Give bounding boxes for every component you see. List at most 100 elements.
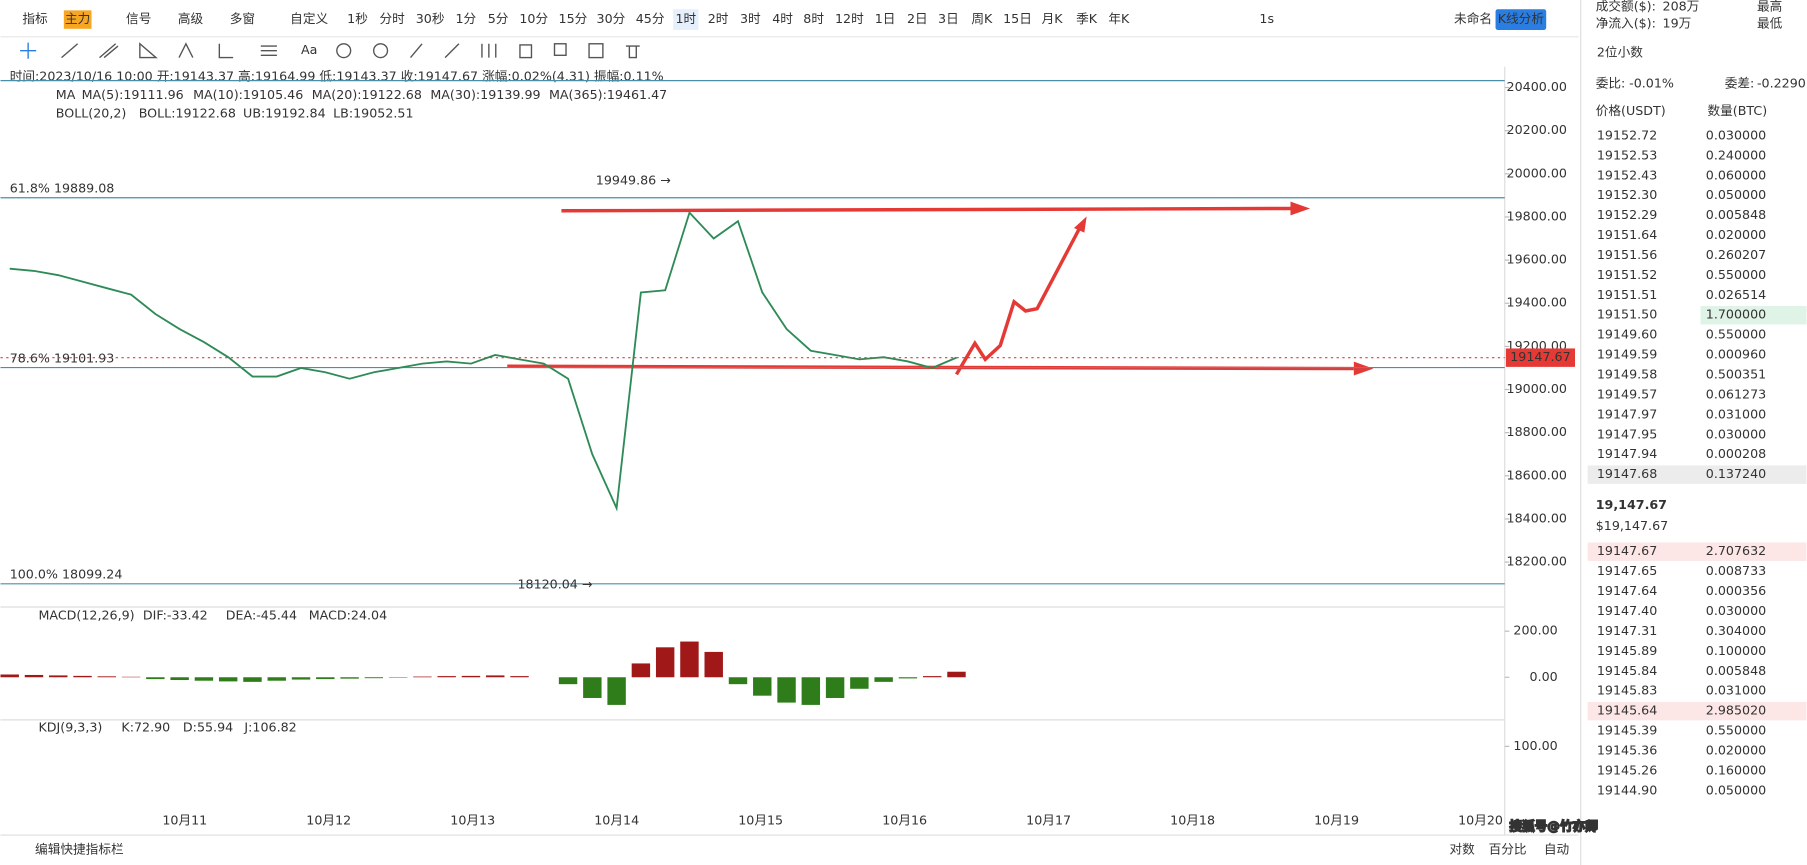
order-qty: 0.005848: [1706, 663, 1766, 678]
row-highlight: [1587, 542, 1807, 561]
fib-ratio: 100.0%: [10, 566, 58, 581]
interval-button[interactable]: 3日: [938, 11, 959, 26]
interval-button[interactable]: 1秒: [347, 11, 368, 26]
order-price: 19144.90: [1597, 782, 1657, 797]
macd-bar: [146, 677, 165, 680]
kdj-legend: KDJ(9,3,3): [39, 719, 103, 734]
order-qty: 0.030000: [1706, 426, 1766, 441]
interval-button[interactable]: 10分: [519, 11, 548, 26]
ma-legend: MA(30):19139.99: [430, 87, 540, 102]
macd-bar: [898, 677, 918, 679]
x-tick-label: 10月20: [1458, 813, 1503, 828]
macd-bar: [170, 677, 189, 681]
order-price: 19145.26: [1597, 762, 1657, 777]
price-annotation: 19949.86 →: [596, 173, 671, 188]
fib-price: 18099.24: [62, 566, 122, 581]
price-annotation: 18120.04 →: [517, 577, 592, 592]
order-price: 19151.51: [1597, 287, 1657, 302]
tag[interactable]: 主力: [65, 11, 90, 26]
interval-button[interactable]: 自定义: [290, 11, 328, 26]
text-tool[interactable]: Aa: [301, 42, 317, 57]
stat: 最低: [1757, 16, 1783, 31]
interval-button[interactable]: 45分: [636, 11, 665, 26]
interval-button[interactable]: 季K: [1076, 11, 1098, 26]
kdj-legend: J:106.82: [243, 719, 296, 734]
kdj-legend: K:72.90: [121, 719, 170, 734]
macd-bar: [922, 676, 942, 678]
interval-button[interactable]: 多窗: [230, 11, 255, 26]
boll-legend: BOLL(20,2): [56, 106, 127, 121]
interval-button[interactable]: 年K: [1108, 11, 1130, 26]
interval-button[interactable]: 1时: [675, 11, 696, 26]
fib-ratio: 61.8%: [10, 180, 50, 195]
interval-button[interactable]: 15日: [1003, 11, 1032, 26]
order-qty: 0.031000: [1706, 683, 1766, 698]
interval-button[interactable]: 30分: [597, 11, 626, 26]
interval-button[interactable]: 月K: [1042, 11, 1064, 26]
interval-button[interactable]: 15分: [559, 11, 588, 26]
interval-button[interactable]: 1日: [875, 11, 896, 26]
interval-button[interactable]: 高级: [178, 11, 204, 26]
ratio: -0.01%: [1629, 76, 1674, 91]
row-highlight: [1587, 701, 1807, 721]
order-qty: 0.000208: [1706, 446, 1766, 461]
order-price: 19152.72: [1597, 127, 1657, 142]
order-qty: 0.160000: [1706, 762, 1766, 777]
toolbar-button[interactable]: 未命名: [1454, 11, 1492, 26]
interval-button[interactable]: 8时: [803, 11, 824, 26]
ma-legend: MA(365):19461.47: [549, 87, 667, 102]
order-price: 19147.64: [1597, 583, 1657, 598]
macd-bar: [583, 677, 602, 698]
macd-bar: [850, 677, 869, 689]
interval-button[interactable]: 4时: [772, 11, 793, 26]
interval-button[interactable]: 12时: [835, 11, 864, 26]
bottom-button[interactable]: 百分比: [1489, 842, 1527, 857]
x-tick-label: 10月18: [1170, 813, 1215, 828]
order-qty: 0.030000: [1706, 127, 1766, 142]
y-tick-label: 20400.00: [1507, 79, 1567, 94]
macd-bar: [291, 677, 311, 680]
bottom-button[interactable]: 对数: [1449, 842, 1475, 857]
interval-button[interactable]: 信号: [126, 11, 151, 26]
order-qty: 0.500351: [1706, 367, 1766, 382]
order-qty: 0.550000: [1706, 327, 1766, 342]
interval-button[interactable]: 30秒: [416, 11, 445, 26]
interval-button[interactable]: 周K: [971, 11, 993, 26]
interval-button[interactable]: 1分: [455, 11, 476, 26]
order-price: 19145.39: [1597, 723, 1657, 738]
order-qty: 2.985020: [1706, 703, 1766, 718]
macd-bar: [194, 677, 214, 681]
macd-bar: [73, 675, 92, 678]
y-tick-label: 18600.00: [1507, 467, 1567, 482]
order-price: 19147.40: [1597, 603, 1657, 618]
bottom-button[interactable]: 自动: [1544, 842, 1569, 857]
y-tick-label: 19000.00: [1507, 381, 1567, 396]
interval-button[interactable]: 2日: [907, 11, 928, 26]
x-tick-label: 10月12: [306, 813, 351, 828]
interval-button[interactable]: 5分: [488, 11, 509, 26]
x-tick-label: 10月13: [450, 813, 495, 828]
order-price: 19151.56: [1597, 247, 1657, 262]
toolbar-button[interactable]: 1s: [1259, 11, 1274, 26]
x-tick-label: 10月19: [1314, 813, 1359, 828]
boll-legend: UB:19192.84: [243, 106, 326, 121]
interval-button[interactable]: 3时: [740, 11, 761, 26]
y-tick-label: 18800.00: [1507, 424, 1567, 439]
column-header: 数量(BTC): [1707, 103, 1767, 118]
interval-button[interactable]: 指标: [22, 11, 48, 26]
decimals-select[interactable]: 2位小数: [1597, 44, 1643, 59]
order-qty: 0.550000: [1706, 267, 1766, 282]
macd-bar: [243, 677, 262, 682]
toolbar-button[interactable]: K线分析: [1498, 11, 1545, 26]
macd-bar: [753, 677, 772, 696]
macd-bar: [777, 677, 796, 703]
y-tick-label: 20000.00: [1507, 165, 1567, 180]
interval-button[interactable]: 分时: [379, 11, 405, 26]
y-tick-label: 19800.00: [1507, 208, 1567, 223]
interval-button[interactable]: 2时: [708, 11, 729, 26]
boll-legend: BOLL:19122.68: [139, 106, 236, 121]
column-header: 价格(USDT): [1596, 103, 1666, 118]
ma-legend: MA(20):19122.68: [312, 87, 422, 102]
order-qty: 0.031000: [1706, 406, 1766, 421]
order-price: 19151.50: [1597, 307, 1657, 322]
